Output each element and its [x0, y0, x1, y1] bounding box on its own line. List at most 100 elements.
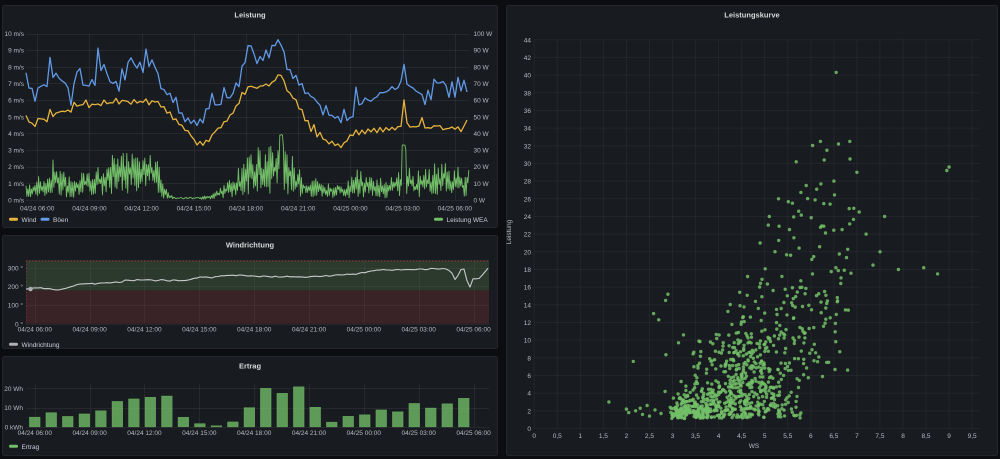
- svg-text:04/24 15:00: 04/24 15:00: [182, 430, 217, 437]
- svg-text:Leistungskurve: Leistungskurve: [724, 11, 779, 20]
- svg-text:04/24 15:00: 04/24 15:00: [182, 327, 217, 334]
- svg-text:04/24 15:00: 04/24 15:00: [177, 206, 212, 213]
- svg-text:8,5: 8,5: [922, 433, 931, 440]
- svg-text:Böen: Böen: [53, 217, 69, 224]
- svg-text:36: 36: [524, 108, 532, 115]
- svg-text:100 W: 100 W: [474, 31, 494, 38]
- svg-text:16: 16: [524, 285, 532, 292]
- svg-text:04/24 18:00: 04/24 18:00: [229, 206, 264, 213]
- svg-text:Ertrag: Ertrag: [22, 444, 40, 451]
- svg-text:7,5: 7,5: [875, 433, 884, 440]
- svg-text:04/24 18:00: 04/24 18:00: [237, 430, 272, 437]
- svg-text:20 Wh: 20 Wh: [4, 386, 23, 393]
- svg-text:6 m/s: 6 m/s: [8, 98, 25, 105]
- svg-text:04/24 09:00: 04/24 09:00: [72, 327, 107, 334]
- svg-text:0 °: 0 °: [15, 320, 23, 328]
- svg-text:30: 30: [524, 161, 532, 168]
- svg-text:Ertrag: Ertrag: [239, 362, 262, 371]
- svg-text:Leistung WEA: Leistung WEA: [447, 217, 489, 224]
- svg-text:10 W: 10 W: [474, 181, 490, 188]
- svg-text:38: 38: [524, 90, 532, 97]
- svg-text:04/25 03:00: 04/25 03:00: [402, 327, 437, 334]
- svg-text:10: 10: [524, 338, 532, 345]
- svg-text:5: 5: [763, 433, 767, 440]
- svg-text:14: 14: [524, 302, 532, 309]
- svg-text:04/25 00:00: 04/25 00:00: [333, 206, 368, 213]
- svg-text:04/25 06:00: 04/25 06:00: [438, 206, 473, 213]
- svg-text:60 W: 60 W: [474, 98, 490, 105]
- svg-text:4 m/s: 4 m/s: [8, 131, 25, 138]
- svg-text:24: 24: [524, 214, 532, 221]
- svg-text:3: 3: [671, 433, 675, 440]
- svg-text:04/25 00:00: 04/25 00:00: [347, 430, 382, 437]
- svg-text:12: 12: [524, 320, 532, 327]
- svg-text:04/24 21:00: 04/24 21:00: [292, 327, 327, 334]
- svg-text:0 m/s: 0 m/s: [8, 198, 25, 205]
- svg-text:90 W: 90 W: [474, 48, 490, 55]
- svg-text:04/24 12:00: 04/24 12:00: [127, 430, 162, 437]
- svg-text:28: 28: [524, 179, 532, 186]
- svg-text:04/24 06:00: 04/24 06:00: [18, 430, 53, 437]
- svg-text:3 m/s: 3 m/s: [8, 148, 25, 155]
- svg-text:0 kWh: 0 kWh: [5, 424, 24, 431]
- svg-text:Windrichtung: Windrichtung: [22, 342, 60, 349]
- svg-text:2 m/s: 2 m/s: [8, 164, 25, 171]
- svg-text:5,5: 5,5: [783, 433, 792, 440]
- svg-text:0,5: 0,5: [553, 433, 562, 440]
- svg-text:80 W: 80 W: [474, 64, 490, 71]
- svg-text:8 m/s: 8 m/s: [8, 64, 25, 71]
- svg-text:2,5: 2,5: [645, 433, 654, 440]
- svg-text:04/24 09:00: 04/24 09:00: [72, 430, 107, 437]
- svg-text:8: 8: [527, 355, 531, 362]
- svg-text:04/24 18:00: 04/24 18:00: [237, 327, 272, 334]
- svg-text:70 W: 70 W: [474, 81, 490, 88]
- svg-text:04/24 21:00: 04/24 21:00: [292, 430, 327, 437]
- svg-text:100 °: 100 °: [8, 302, 24, 310]
- svg-text:44: 44: [524, 37, 532, 44]
- svg-text:200 °: 200 °: [8, 283, 24, 291]
- svg-text:40 W: 40 W: [474, 131, 490, 138]
- svg-text:26: 26: [524, 196, 532, 203]
- svg-text:50 W: 50 W: [474, 114, 490, 121]
- svg-text:32: 32: [524, 143, 532, 150]
- svg-text:1 m/s: 1 m/s: [8, 181, 25, 188]
- svg-text:300 °: 300 °: [8, 264, 24, 272]
- svg-text:WS: WS: [749, 443, 760, 450]
- svg-text:4: 4: [717, 433, 721, 440]
- svg-text:7 m/s: 7 m/s: [8, 81, 25, 88]
- svg-text:04/24 06:00: 04/24 06:00: [18, 327, 53, 334]
- svg-text:04/24 06:00: 04/24 06:00: [20, 206, 55, 213]
- svg-text:4,5: 4,5: [737, 433, 746, 440]
- svg-text:9 m/s: 9 m/s: [8, 48, 25, 55]
- svg-text:Leistung: Leistung: [506, 219, 513, 244]
- svg-text:9,5: 9,5: [968, 433, 977, 440]
- svg-text:0: 0: [532, 433, 536, 440]
- svg-text:42: 42: [524, 55, 532, 62]
- svg-text:20: 20: [524, 249, 532, 256]
- svg-text:30 W: 30 W: [474, 148, 490, 155]
- svg-text:Leistung: Leistung: [234, 11, 266, 20]
- svg-text:0: 0: [527, 426, 531, 433]
- svg-text:Wind: Wind: [22, 217, 37, 224]
- svg-text:04/24 12:00: 04/24 12:00: [124, 206, 159, 213]
- svg-text:04/25 06:00: 04/25 06:00: [456, 327, 491, 334]
- svg-text:5 m/s: 5 m/s: [8, 114, 25, 121]
- svg-text:8: 8: [901, 433, 905, 440]
- svg-text:4: 4: [527, 391, 531, 398]
- svg-text:04/25 03:00: 04/25 03:00: [402, 430, 437, 437]
- svg-text:10 m/s: 10 m/s: [4, 31, 24, 38]
- svg-text:34: 34: [524, 126, 532, 133]
- svg-text:1: 1: [578, 433, 582, 440]
- svg-text:20 W: 20 W: [474, 164, 490, 171]
- svg-text:22: 22: [524, 232, 532, 239]
- svg-text:04/24 21:00: 04/24 21:00: [281, 206, 316, 213]
- svg-text:04/25 00:00: 04/25 00:00: [347, 327, 382, 334]
- svg-text:18: 18: [524, 267, 532, 274]
- svg-text:Windrichtung: Windrichtung: [226, 241, 275, 250]
- svg-text:40: 40: [524, 73, 532, 80]
- svg-text:04/24 09:00: 04/24 09:00: [72, 206, 107, 213]
- svg-text:04/24 12:00: 04/24 12:00: [127, 327, 162, 334]
- svg-text:0 W: 0 W: [474, 198, 486, 205]
- svg-text:04/25 03:00: 04/25 03:00: [385, 206, 420, 213]
- svg-text:6: 6: [527, 373, 531, 380]
